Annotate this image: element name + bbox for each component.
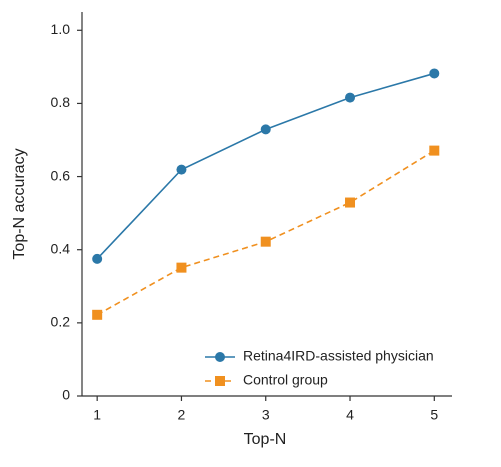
y-tick-label: 0 — [62, 387, 70, 403]
y-tick-label: 0.8 — [51, 94, 71, 110]
data-point — [260, 124, 271, 135]
data-point — [260, 236, 271, 247]
legend-marker — [215, 352, 225, 362]
x-tick-label: 4 — [346, 407, 354, 423]
x-tick-label: 2 — [178, 407, 186, 423]
data-point — [429, 145, 440, 156]
data-point — [345, 92, 356, 103]
data-point — [429, 68, 440, 79]
data-point — [92, 253, 103, 264]
series-line — [96, 72, 435, 260]
legend-marker — [215, 376, 225, 386]
y-axis-label: Top-N accuracy — [11, 148, 28, 259]
y-tick-label: 0.6 — [51, 167, 71, 183]
data-point — [345, 197, 356, 208]
x-tick-label: 5 — [430, 407, 438, 423]
y-tick-label: 0.4 — [51, 240, 71, 256]
x-axis-label: Top-N — [244, 431, 287, 448]
data-point — [92, 309, 103, 320]
x-tick-label: 3 — [262, 407, 270, 423]
x-tick-label: 1 — [93, 407, 101, 423]
y-tick-label: 0.2 — [51, 314, 71, 330]
series-line — [96, 149, 435, 316]
data-point — [176, 164, 187, 175]
legend-label: Control group — [243, 372, 328, 388]
legend-label: Retina4IRD-assisted physician — [243, 348, 434, 364]
y-tick-label: 1.0 — [51, 21, 71, 37]
data-point — [176, 262, 187, 273]
